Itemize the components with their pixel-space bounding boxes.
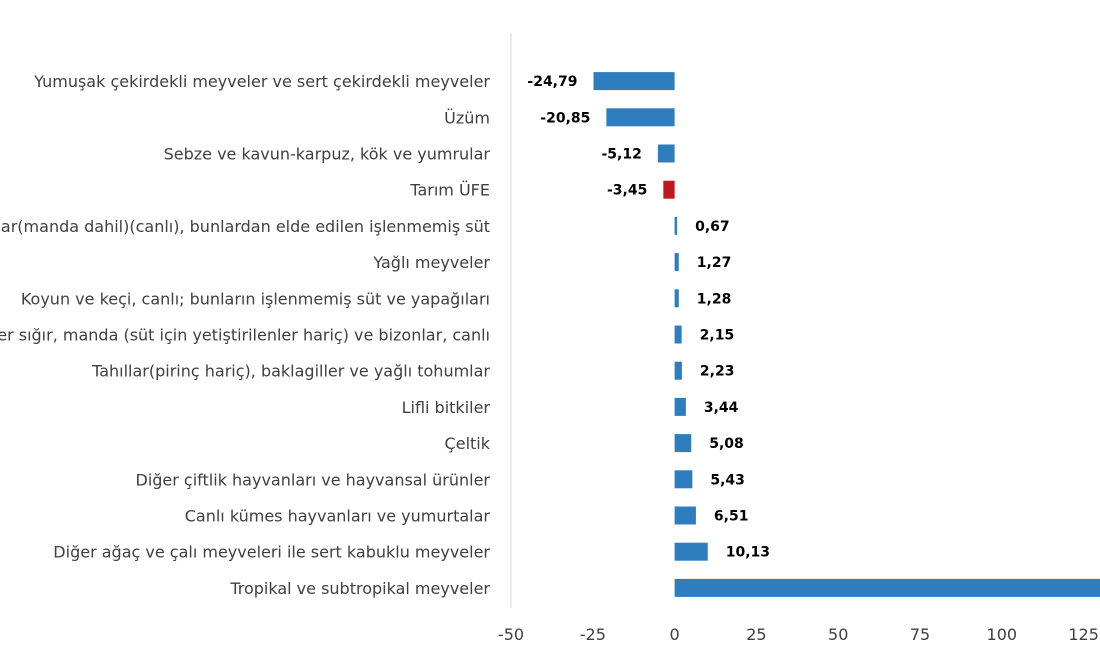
category-label: Canlı kümes hayvanları ve yumurtalar xyxy=(185,507,491,526)
value-label: 5,43 xyxy=(710,472,745,488)
x-tick-label: -25 xyxy=(580,625,606,644)
bar xyxy=(593,72,675,91)
value-label: 1,28 xyxy=(697,291,732,307)
bar xyxy=(674,434,692,453)
category-labels: Yumuşak çekirdekli meyveler ve sert çeki… xyxy=(0,72,491,598)
category-label: Tarım ÜFE xyxy=(409,181,490,200)
category-label: Lifli bitkiler xyxy=(402,398,491,417)
x-tick-label: -50 xyxy=(498,625,524,644)
x-tick-label: 100 xyxy=(987,625,1018,644)
category-label: Diğer çiftlik hayvanları ve hayvansal ür… xyxy=(136,470,491,489)
value-label: 3,44 xyxy=(704,400,739,416)
category-label: Tahıllar(pirinç hariç), baklagiller ve y… xyxy=(91,362,490,381)
bar xyxy=(674,578,1100,597)
bars xyxy=(593,72,1100,597)
bar xyxy=(657,144,675,163)
x-tick-label: 125 xyxy=(1068,625,1099,644)
value-label: 6,51 xyxy=(714,509,749,525)
bar xyxy=(674,216,678,235)
category-label: Diğer sığır, manda (süt için yetiştirile… xyxy=(0,326,490,345)
value-label: -20,85 xyxy=(540,110,590,126)
value-label: 10,13 xyxy=(726,545,770,561)
value-labels: -24,79 -20,85 -5,12 -3,45 0,67 1,27 1,28 2,15 2,… xyxy=(527,74,770,561)
bar xyxy=(674,325,682,344)
category-label: Diğer ağaç ve çalı meyveleri ile sert ka… xyxy=(53,543,490,562)
value-label: -24,79 xyxy=(527,74,577,90)
category-label: Yumuşak çekirdekli meyveler ve sert çeki… xyxy=(33,72,490,91)
value-label: 2,15 xyxy=(700,328,735,344)
bar xyxy=(674,397,686,416)
value-label: -5,12 xyxy=(601,147,641,163)
x-axis-ticks: -50 -25 0 25 50 75 100 125 xyxy=(498,625,1099,644)
x-tick-label: 75 xyxy=(910,625,930,644)
bar xyxy=(674,470,693,489)
bar xyxy=(674,289,679,308)
bar xyxy=(674,506,696,525)
category-label: Üzüm xyxy=(444,108,490,127)
bar xyxy=(606,108,675,127)
bar xyxy=(674,542,708,561)
category-label: Çeltik xyxy=(445,434,491,453)
value-label: 0,67 xyxy=(695,219,730,235)
value-label: 5,08 xyxy=(709,436,744,452)
value-label: -3,45 xyxy=(607,183,647,199)
bar xyxy=(674,253,679,272)
x-tick-label: 0 xyxy=(670,625,680,644)
category-label: Koyun ve keçi, canlı; bunların işlenmemi… xyxy=(21,289,490,308)
x-tick-label: 25 xyxy=(746,625,766,644)
bar xyxy=(674,361,682,380)
value-label: 2,23 xyxy=(700,364,735,380)
bar-highlight xyxy=(663,180,675,199)
value-label: 1,27 xyxy=(697,255,732,271)
x-tick-label: 50 xyxy=(828,625,848,644)
category-label: Yağlı meyveler xyxy=(372,253,490,272)
category-label: Sebze ve kavun-karpuz, kök ve yumrular xyxy=(164,145,491,164)
category-label: Sığırlar ve mandalar(manda dahil)(canlı)… xyxy=(0,217,490,236)
category-label: Tropikal ve subtropikal meyveler xyxy=(229,579,490,598)
